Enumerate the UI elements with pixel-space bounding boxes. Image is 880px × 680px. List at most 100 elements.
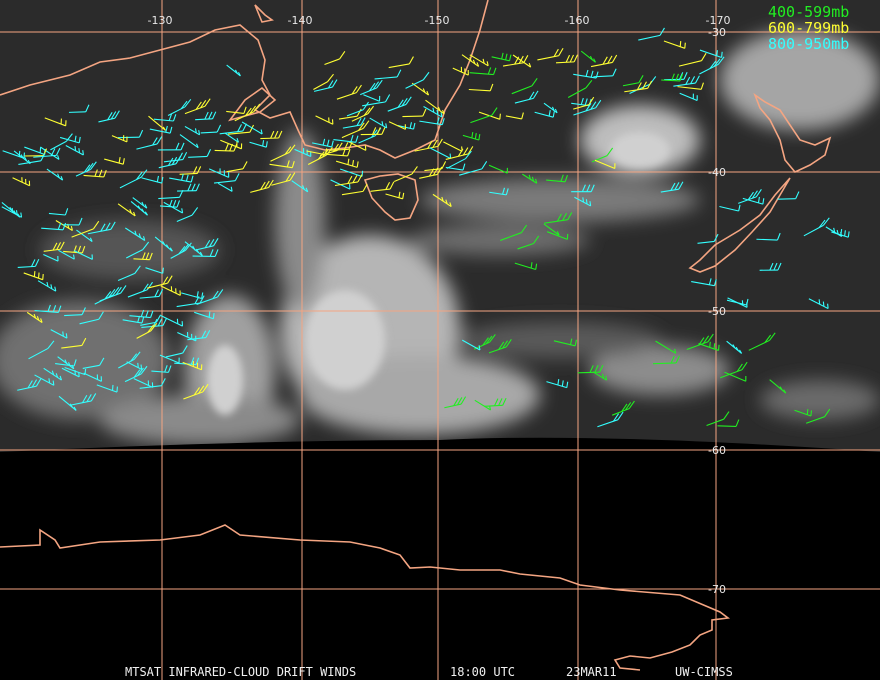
barb-stroke [94,169,98,177]
wind-barb [577,364,604,374]
wind-barb [119,169,148,189]
barb-stroke [224,143,229,151]
wind-barb [59,135,81,144]
barb-stroke [514,262,536,271]
barb-stroke [140,364,143,370]
wind-barb [748,332,776,351]
barb-stroke [162,318,167,326]
wind-barb [83,169,107,178]
barb-stroke [181,173,184,181]
barb-stroke [81,246,86,254]
wind-barb [250,179,274,193]
barb-stroke [381,126,386,135]
barb-stroke [779,386,783,391]
wind-barb [195,111,217,121]
barb-stroke [176,302,201,308]
new-zealand-south [688,177,791,273]
barb-stroke [64,208,69,216]
barb-stroke [502,62,524,67]
barb-stroke [217,182,233,192]
barb-stroke [555,61,575,64]
barb-stroke [409,122,412,129]
barb-stroke [428,168,435,177]
barb-stroke [194,296,200,305]
wind-barb [502,55,529,67]
new-zealand-north [753,92,832,173]
wind-barb [43,241,65,252]
longitude-label: -130 [148,14,173,27]
barb-stroke [624,402,632,411]
wind-barb [217,182,233,192]
wind-barb [444,396,467,409]
barb-stroke [339,51,346,60]
barb-stroke [83,164,91,173]
wind-barb [393,166,418,182]
barb-stroke [369,82,376,92]
barb-stroke [777,198,796,200]
barb-stroke [196,291,199,298]
wind-barb [461,339,481,351]
barb-stroke [489,191,507,196]
barb-stroke [52,380,55,386]
barb-stroke [335,160,358,168]
barb-stroke [24,146,45,156]
barb-stroke [756,238,778,241]
barb-stroke [520,224,528,234]
wind-barb [419,166,443,179]
barb-stroke [191,183,196,192]
barb-stroke [237,124,242,132]
wind-barb [432,193,452,208]
barb-stroke [535,263,538,270]
wind-barb [806,408,831,424]
barb-stroke [425,99,445,115]
barb-stroke [82,364,100,369]
barb-stroke [224,132,239,143]
barb-stroke [156,136,163,145]
barb-stroke [385,123,388,129]
barb-stroke [339,168,363,178]
barb-stroke [589,365,594,373]
clouds [0,30,880,445]
barb-stroke [50,284,53,289]
wind-barb [360,79,383,96]
barb-stroke [629,83,651,94]
wind-barb [249,140,268,148]
wind-barb [26,311,43,324]
barb-stroke [179,172,198,175]
barb-stroke [188,155,208,158]
barb-stroke [557,379,560,386]
barb-stroke [586,184,591,192]
barb-stroke [721,51,723,58]
wind-barb [794,409,812,417]
wind-barb [117,129,144,139]
barb-stroke [338,115,358,120]
barb-stroke [459,168,483,176]
barb-stroke [385,193,403,200]
barb-stroke [200,131,218,134]
barb-stroke [469,72,494,76]
product-name: MTSAT INFRARED-CLOUD DRIFT WINDS [125,665,356,679]
barb-stroke [663,40,685,49]
wind-barb [94,287,120,305]
barb-stroke [73,406,77,411]
barb-stroke [638,34,661,41]
australia-coast [0,0,489,159]
wind-barb [461,54,480,67]
barb-stroke [151,370,169,373]
barb-stroke [441,109,445,115]
wind-barb [546,174,568,183]
wind-barb [699,56,725,75]
barb-stroke [200,99,207,109]
barb-stroke [514,97,534,104]
barb-stroke [52,242,58,251]
barb-stroke [260,181,266,190]
barb-stroke [133,369,141,378]
barb-stroke [87,228,112,235]
island-north [254,4,274,23]
barb-stroke [847,231,850,238]
wind-barb [73,250,93,260]
barb-stroke [670,182,676,191]
wind-barb [514,90,539,104]
barb-stroke [387,103,407,112]
barb-stroke [93,220,100,230]
